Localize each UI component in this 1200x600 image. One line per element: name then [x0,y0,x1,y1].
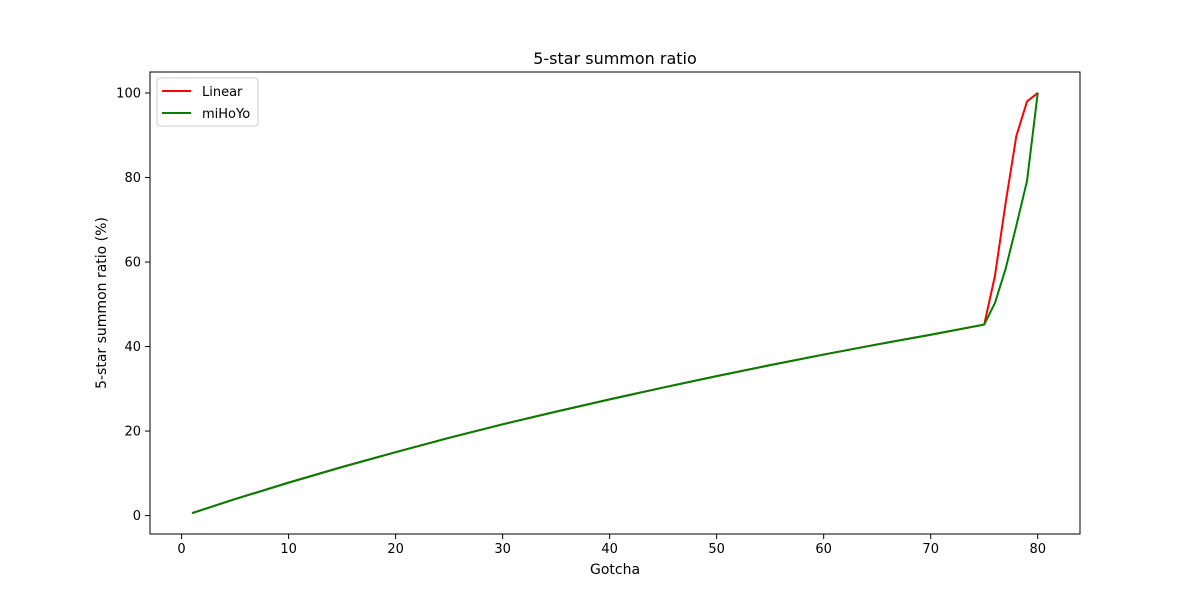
x-tick-label: 20 [387,542,404,557]
y-axis: 0 20 40 60 80 100 [116,87,150,524]
data-point-mihoyo [191,512,193,514]
data-point-mihoyo [1005,268,1007,270]
y-tick-label: 0 [133,509,141,524]
data-point-mihoyo [555,411,557,413]
data-point-mihoyo [448,437,450,439]
data-point-mihoyo [716,375,718,377]
data-point-mihoyo [769,364,771,366]
data-point-linear [1015,135,1017,137]
data-point-mihoyo [234,498,236,500]
data-point-mihoyo [983,323,985,326]
data-point-mihoyo [930,334,932,336]
data-point-mihoyo [876,343,878,346]
y-tick-label: 100 [116,87,141,102]
data-point-linear [1005,202,1007,204]
data-point-mihoyo [1015,225,1017,227]
y-axis-label: 5-star summon ratio (%) [94,217,110,389]
x-tick-label: 0 [177,542,185,557]
x-axis-label: Gotcha [590,562,640,578]
y-tick-label: 60 [124,256,141,271]
data-point-mihoyo [609,398,611,400]
data-point-linear [1026,100,1028,103]
data-point-mihoyo [341,466,343,468]
x-tick-label: 40 [601,542,618,557]
chart-title: 5-star summon ratio [533,49,697,68]
legend-label-mihoyo: miHoYo [202,107,250,122]
x-axis: 0 10 20 30 40 50 60 70 80 [177,534,1046,557]
data-point-linear [994,275,996,277]
series-line-linear [191,92,1039,514]
y-tick-label: 20 [124,425,141,440]
x-tick-label: 30 [494,542,511,557]
data-point-mihoyo [994,302,996,304]
legend-label-linear: Linear [202,85,243,100]
data-point-mihoyo [502,423,504,425]
data-point-mihoyo [1037,92,1039,94]
data-point-mihoyo [823,353,825,356]
series-line-mihoyo [191,92,1039,514]
y-tick-label: 40 [124,340,141,355]
x-tick-label: 70 [922,542,939,557]
plot-frame [149,71,1081,535]
x-tick-label: 80 [1029,542,1046,557]
y-tick-label: 80 [124,171,141,186]
data-point-mihoyo [287,482,290,484]
x-tick-label: 50 [708,542,725,557]
x-tick-label: 60 [815,542,832,557]
data-point-mihoyo [1026,180,1028,182]
x-tick-label: 10 [280,542,297,557]
data-point-mihoyo [662,386,664,389]
data-point-mihoyo [395,451,397,453]
series-layer [191,92,1039,514]
legend: Linear miHoYo [156,77,259,127]
